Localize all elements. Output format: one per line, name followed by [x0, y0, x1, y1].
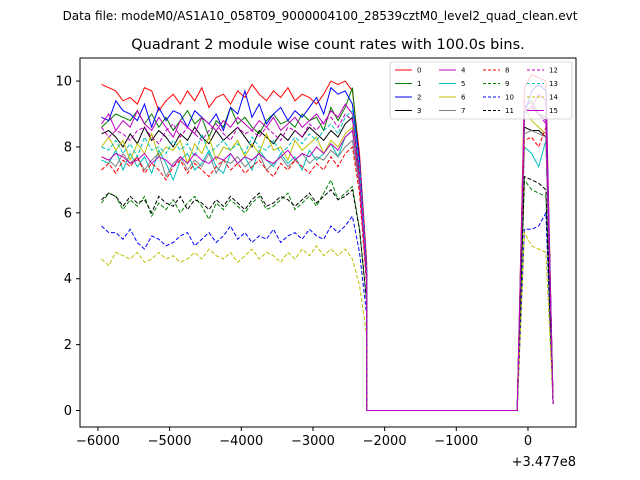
y-tick-label: 8 — [64, 140, 72, 155]
series-line-15 — [101, 106, 554, 411]
legend-label-10: 10 — [505, 94, 514, 102]
legend-label-11: 11 — [505, 107, 514, 115]
y-axis-ticks: 0 2 4 6 8 10 — [55, 75, 80, 419]
legend-label-12: 12 — [549, 67, 558, 75]
legend-box — [389, 61, 573, 120]
legend-label-7: 7 — [461, 107, 465, 115]
x-tick-label: −4000 — [219, 434, 263, 449]
chart-title: Quadrant 2 module wise count rates with … — [131, 37, 525, 53]
series-line-9 — [101, 178, 554, 411]
x-tick-label: −3000 — [291, 434, 335, 449]
legend-label-1: 1 — [417, 80, 421, 88]
x-axis-offset-label: +3.477e8 — [512, 455, 576, 470]
y-tick-label: 2 — [64, 338, 72, 353]
legend-label-9: 9 — [505, 80, 509, 88]
x-axis-ticks: −6000 −5000 −4000 −3000 −2000 −1000 0 — [76, 427, 532, 449]
x-tick-label: 0 — [524, 434, 532, 449]
plot-lines — [101, 73, 554, 411]
y-tick-label: 6 — [64, 206, 72, 221]
x-tick-label: −1000 — [434, 434, 478, 449]
x-tick-label: −5000 — [148, 434, 192, 449]
legend-label-14: 14 — [549, 94, 558, 102]
legend-label-0: 0 — [417, 67, 421, 75]
legend-label-6: 6 — [461, 94, 466, 102]
figure-suptitle: Data file: modeM0/AS1A10_058T09_90000041… — [63, 9, 578, 23]
legend-label-8: 8 — [505, 67, 509, 75]
y-tick-label: 0 — [64, 404, 72, 419]
legend-label-2: 2 — [417, 94, 421, 102]
y-tick-label: 10 — [55, 75, 72, 90]
x-tick-label: −6000 — [76, 434, 120, 449]
legend-label-4: 4 — [461, 67, 466, 75]
y-tick-label: 4 — [64, 272, 72, 287]
axes-frame — [79, 57, 577, 428]
legend-label-13: 13 — [549, 80, 558, 88]
legend-label-5: 5 — [461, 80, 465, 88]
legend-label-3: 3 — [417, 107, 421, 115]
legend-label-15: 15 — [549, 107, 558, 115]
x-tick-label: −2000 — [363, 434, 407, 449]
